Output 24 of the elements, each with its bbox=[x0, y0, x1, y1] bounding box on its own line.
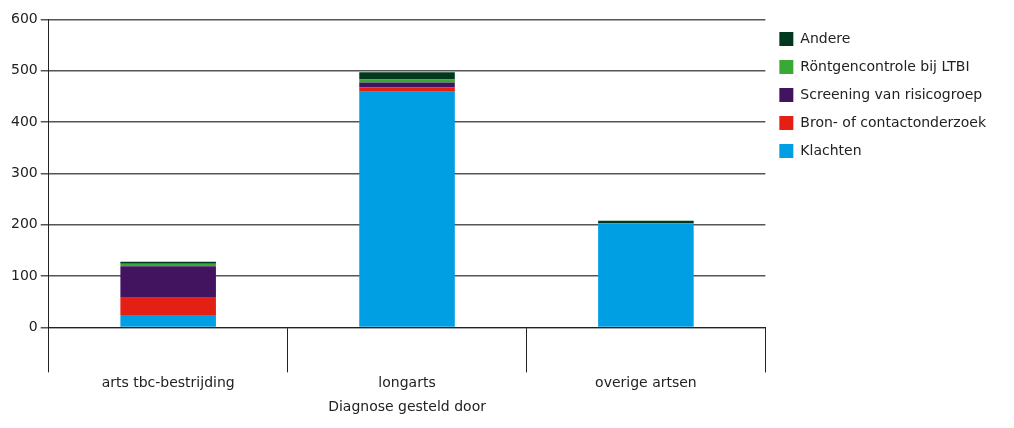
y-tick-label: 500 bbox=[10, 61, 38, 78]
x-tick-label: longarts bbox=[378, 374, 436, 391]
legend-label: Bron- of contactonderzoek bbox=[800, 113, 987, 130]
bar bbox=[359, 79, 455, 83]
x-tick-label: arts tbc-bestrijding bbox=[101, 374, 235, 391]
x-axis-title: Diagnose gesteld door bbox=[328, 398, 487, 415]
y-tick-label: 400 bbox=[10, 112, 38, 129]
bar bbox=[359, 87, 455, 92]
y-tick-label: 300 bbox=[10, 164, 38, 181]
y-tick-label: 100 bbox=[10, 266, 38, 283]
bar bbox=[120, 297, 216, 316]
bar bbox=[359, 72, 455, 80]
legend-label: Röntgencontrole bij LTBI bbox=[800, 57, 970, 74]
legend-label: Screening van risicogroep bbox=[800, 85, 983, 102]
bar bbox=[598, 223, 694, 327]
legend-label: Andere bbox=[800, 29, 851, 46]
bar bbox=[359, 91, 455, 327]
y-tick-label: 600 bbox=[10, 10, 38, 27]
y-tick-label: 200 bbox=[10, 215, 38, 232]
legend-label: Klachten bbox=[800, 141, 862, 158]
y-tick-label: 0 bbox=[28, 318, 38, 335]
bar bbox=[120, 315, 216, 327]
x-tick-label: overige artsen bbox=[595, 374, 697, 391]
bar bbox=[120, 266, 216, 298]
